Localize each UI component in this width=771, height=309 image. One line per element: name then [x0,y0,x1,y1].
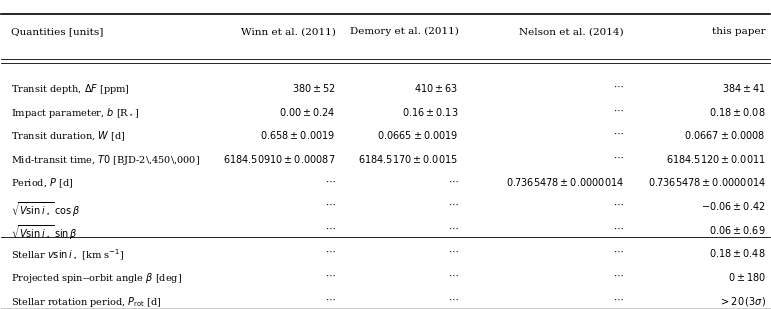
Text: $0.06 \pm 0.69$: $0.06 \pm 0.69$ [709,224,766,236]
Text: $\cdots$: $\cdots$ [325,224,335,233]
Text: $410 \pm 63$: $410 \pm 63$ [414,82,459,94]
Text: $\cdots$: $\cdots$ [325,247,335,256]
Text: $\cdots$: $\cdots$ [448,200,459,209]
Text: $0 \pm 180$: $0 \pm 180$ [728,271,766,283]
Text: $-0.06 \pm 0.42$: $-0.06 \pm 0.42$ [701,200,766,212]
Text: $\cdots$: $\cdots$ [448,224,459,233]
Text: $\cdots$: $\cdots$ [613,153,624,162]
Text: $0.00 \pm 0.24$: $0.00 \pm 0.24$ [279,106,335,118]
Text: $\cdots$: $\cdots$ [325,176,335,185]
Text: Transit depth, $\Delta F$ [ppm]: Transit depth, $\Delta F$ [ppm] [11,82,130,96]
Text: Transit duration, $W$ [d]: Transit duration, $W$ [d] [11,129,125,143]
Text: $\cdots$: $\cdots$ [325,294,335,303]
Text: Quantities [units]: Quantities [units] [11,27,103,36]
Text: $380 \pm 52$: $380 \pm 52$ [291,82,335,94]
Text: Nelson et al. (2014): Nelson et al. (2014) [519,27,624,36]
Text: $0.18 \pm 0.08$: $0.18 \pm 0.08$ [709,106,766,118]
Text: $0.16 \pm 0.13$: $0.16 \pm 0.13$ [402,106,459,118]
Text: $\cdots$: $\cdots$ [613,294,624,303]
Text: $0.7365478 \pm 0.0000014$: $0.7365478 \pm 0.0000014$ [648,176,766,188]
Text: $\cdots$: $\cdots$ [613,247,624,256]
Text: Projected spin--orbit angle $\beta$ [deg]: Projected spin--orbit angle $\beta$ [deg… [11,271,182,285]
Text: $\cdots$: $\cdots$ [613,224,624,233]
Text: $\cdots$: $\cdots$ [613,82,624,91]
Text: $6184.5120 \pm 0.0011$: $6184.5120 \pm 0.0011$ [666,153,766,165]
Text: $\sqrt{V\sin i_\star}\,\sin\beta$: $\sqrt{V\sin i_\star}\,\sin\beta$ [11,224,77,243]
Text: Stellar rotation period, $P_{\rm rot}$ [d]: Stellar rotation period, $P_{\rm rot}$ [… [11,294,161,308]
Text: $\cdots$: $\cdots$ [325,200,335,209]
Text: $\cdots$: $\cdots$ [613,129,624,138]
Text: Period, $P$ [d]: Period, $P$ [d] [11,176,73,190]
Text: Mid-transit time, $T0$ [BJD-2\,450\,000]: Mid-transit time, $T0$ [BJD-2\,450\,000] [11,153,200,167]
Text: $0.658 \pm 0.0019$: $0.658 \pm 0.0019$ [261,129,335,141]
Text: $\cdots$: $\cdots$ [448,294,459,303]
Text: $\cdots$: $\cdots$ [448,271,459,280]
Text: $6184.50910 \pm 0.00087$: $6184.50910 \pm 0.00087$ [223,153,335,165]
Text: $\cdots$: $\cdots$ [325,271,335,280]
Text: $\cdots$: $\cdots$ [613,106,624,115]
Text: $\cdots$: $\cdots$ [448,176,459,185]
Text: $0.0665 \pm 0.0019$: $0.0665 \pm 0.0019$ [377,129,459,141]
Text: $384 \pm 41$: $384 \pm 41$ [722,82,766,94]
Text: $\sqrt{V\sin i_\star}\,\cos\beta$: $\sqrt{V\sin i_\star}\,\cos\beta$ [11,200,79,219]
Text: $\cdots$: $\cdots$ [448,247,459,256]
Text: $\cdots$: $\cdots$ [613,200,624,209]
Text: $0.18 \pm 0.48$: $0.18 \pm 0.48$ [709,247,766,259]
Text: Winn et al. (2011): Winn et al. (2011) [241,27,335,36]
Text: $6184.5170 \pm 0.0015$: $6184.5170 \pm 0.0015$ [359,153,459,165]
Text: Demory et al. (2011): Demory et al. (2011) [349,27,459,36]
Text: Stellar $v\sin i_\star$ [km s$^{-1}$]: Stellar $v\sin i_\star$ [km s$^{-1}$] [11,247,123,263]
Text: $\cdots$: $\cdots$ [613,271,624,280]
Text: $0.0667 \pm 0.0008$: $0.0667 \pm 0.0008$ [685,129,766,141]
Text: Impact parameter, $b$ [R$_\star$]: Impact parameter, $b$ [R$_\star$] [11,106,139,120]
Text: $>20\,(3\sigma)$: $>20\,(3\sigma)$ [719,294,766,307]
Text: $0.7365478 \pm 0.0000014$: $0.7365478 \pm 0.0000014$ [506,176,624,188]
Text: this paper: this paper [712,27,766,36]
